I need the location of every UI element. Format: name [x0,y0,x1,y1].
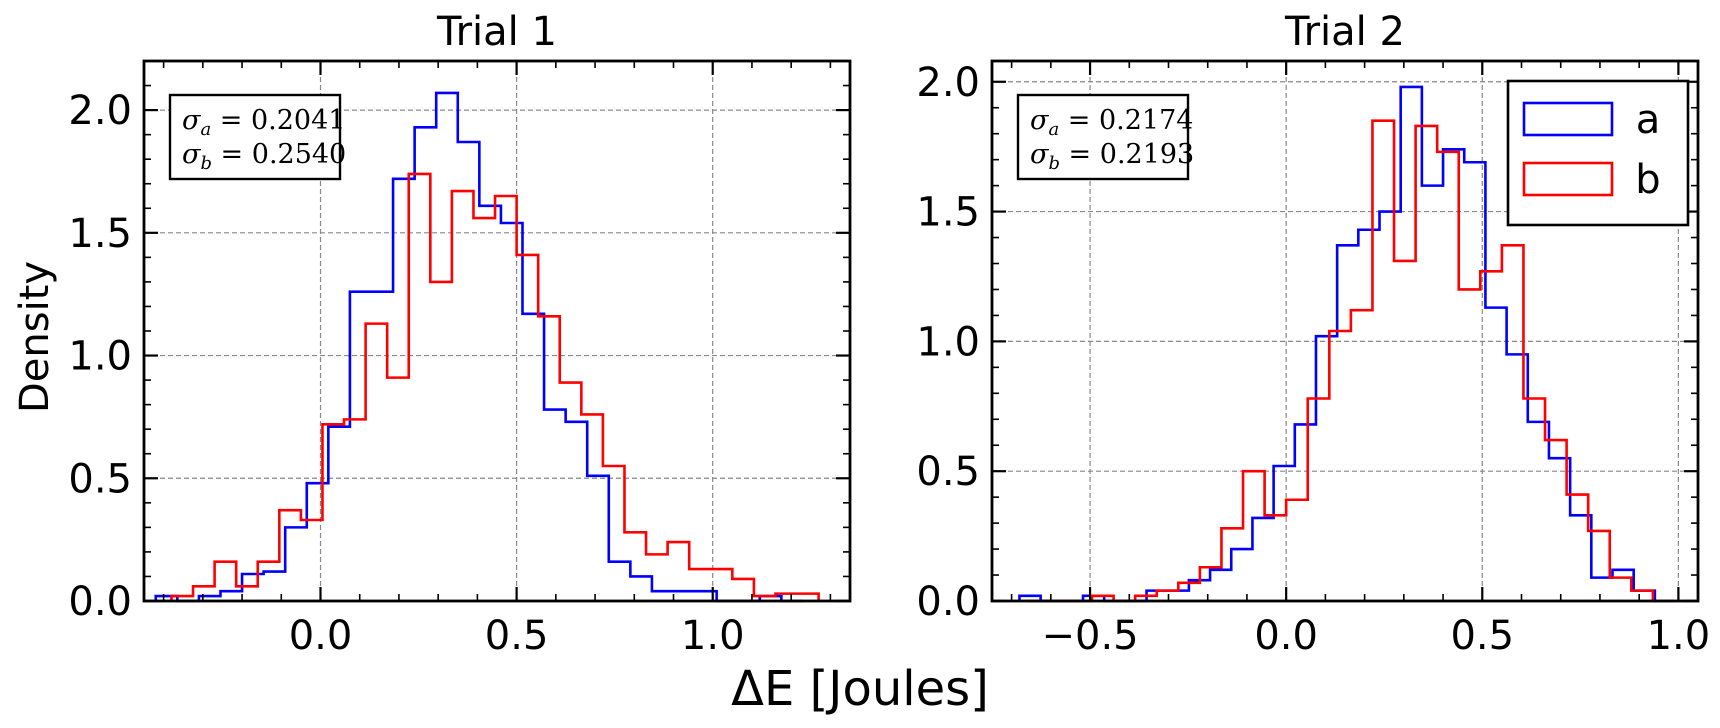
y-tick-label: 0.5 [916,449,980,495]
stat-equals: = [212,139,252,170]
x-tick-label: 0.5 [485,613,549,659]
x-tick-label: 0.0 [289,613,353,659]
stat-subscript: b [200,153,212,174]
y-tick-label: 0.5 [68,456,132,502]
panel-trial-1: 0.0 0.5 1.0 0.0 0.5 1.0 1.5 2.0 Trial 1 σa = 0.20… [68,9,852,659]
stat-symbol: σ [182,139,202,170]
stat-subscript: b [1048,153,1060,174]
stat-equals: = [1059,105,1099,136]
legend-box [1506,79,1690,227]
x-axis-label: ΔE [Joules] [731,661,989,717]
y-tick-label: 0.0 [916,579,980,625]
axes-frame [990,59,1700,603]
y-tick-label: 1.0 [68,334,132,380]
legend-swatch-a [1522,101,1614,137]
stat-line-b: σb = 0.2193 [1030,139,1194,174]
x-tick-label: −0.5 [1041,613,1138,659]
legend-label-a: a [1636,97,1661,143]
histogram-series-b [1027,119,1675,603]
legend-swatch-b [1522,161,1614,197]
y-tick-label: 2.0 [916,60,980,106]
stat-line-a: σa = 0.2174 [1030,105,1193,140]
x-tick-label: 0.5 [1450,613,1514,659]
stat-subscript: a [1048,119,1059,140]
stat-symbol: σ [1030,105,1050,136]
stat-line-b: σb = 0.2540 [182,139,346,174]
y-tick-label: 0.0 [68,579,132,625]
stat-value: 0.2540 [252,139,346,170]
x-tick-label: 1.0 [681,613,745,659]
stats-box [168,93,342,181]
histogram-series-a [154,91,803,603]
panel-title: Trial 2 [1284,9,1405,55]
stat-equals: = [1060,139,1100,170]
stat-line-a: σa = 0.2041 [182,105,345,140]
stats-box [1016,93,1190,181]
stat-equals: = [211,105,251,136]
stat-value: 0.2193 [1100,139,1194,170]
legend-label-b: b [1635,157,1660,203]
x-tick-label: 1.0 [1647,613,1711,659]
stat-value: 0.2174 [1099,105,1193,136]
stat-value: 0.2041 [251,105,345,136]
y-tick-label: 1.0 [916,319,980,365]
histogram-series-b [170,172,820,601]
stat-symbol: σ [182,105,202,136]
y-tick-label: 1.5 [68,211,132,257]
y-tick-label: 1.5 [916,190,980,236]
x-tick-label: 0.0 [1254,613,1318,659]
stat-subscript: a [200,119,211,140]
panel-title: Trial 1 [436,9,557,55]
y-axis-label: Density [12,261,58,413]
panel-trial-2: −0.5 0.0 0.5 1.0 0.0 0.5 1.0 1.5 2.0 Trial 2 σa = … [916,9,1710,659]
stat-symbol: σ [1030,139,1050,170]
y-tick-label: 2.0 [68,88,132,134]
